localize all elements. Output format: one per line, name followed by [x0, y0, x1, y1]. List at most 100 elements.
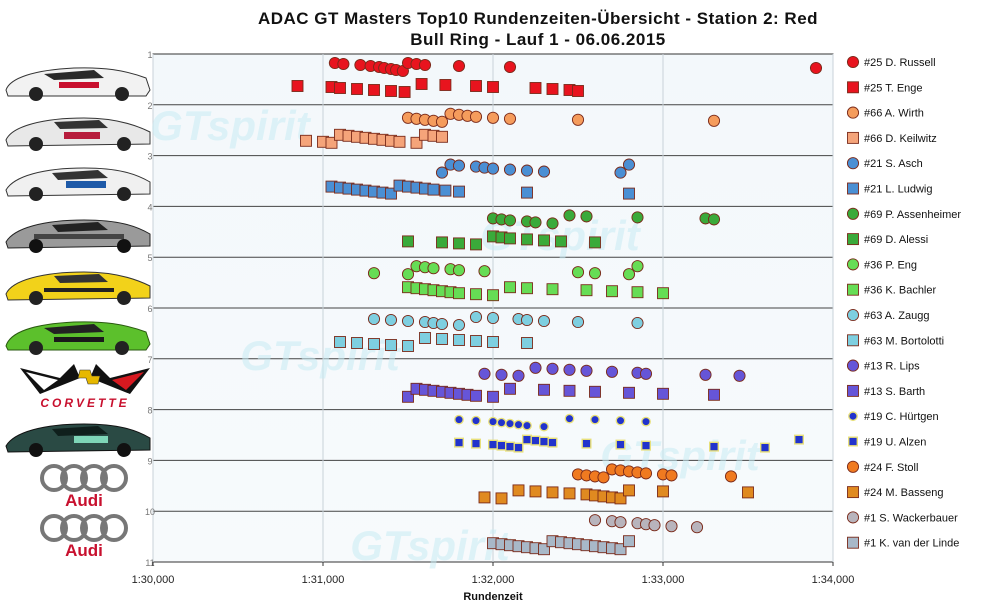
legend-entry: #69 D. Alessi — [864, 234, 928, 246]
data-point — [564, 413, 575, 424]
data-point — [471, 415, 481, 426]
data-point — [581, 438, 592, 449]
data-point — [385, 187, 397, 200]
data-point — [454, 437, 465, 448]
data-point — [537, 314, 551, 328]
data-point — [589, 236, 601, 249]
data-point — [452, 159, 466, 172]
data-point — [452, 264, 466, 277]
row-label: 5 — [147, 253, 152, 263]
legend-entry: #13 S. Barth — [864, 386, 925, 398]
data-point — [427, 183, 440, 196]
corvette-wordmark: CORVETTE — [40, 396, 129, 410]
data-point — [436, 236, 448, 249]
data-point — [529, 361, 542, 374]
data-point — [384, 313, 398, 327]
data-point — [742, 486, 754, 499]
data-point — [522, 420, 532, 431]
data-point — [546, 283, 559, 296]
data-point — [453, 185, 465, 198]
data-point — [454, 414, 464, 425]
series-4 — [435, 158, 636, 179]
legend-marker — [846, 308, 860, 322]
legend-entry: #1 S. Wackerbauer — [864, 512, 958, 524]
series-8 — [367, 260, 644, 281]
legend-marker — [847, 81, 859, 94]
legend-entry: #13 R. Lips — [864, 361, 920, 373]
legend-entry: #63 A. Zaugg — [864, 310, 929, 322]
series-19 — [487, 535, 635, 556]
data-point — [513, 419, 524, 430]
series-1 — [291, 78, 584, 98]
audi-wordmark: Audi — [65, 541, 103, 560]
data-point — [487, 81, 499, 93]
data-point — [452, 318, 466, 332]
data-point — [623, 535, 635, 548]
data-point — [605, 365, 619, 378]
data-point — [505, 441, 516, 452]
data-point — [496, 417, 507, 428]
x-axis-label: Rundenzeit — [463, 591, 523, 603]
data-point — [470, 80, 482, 92]
series-6 — [486, 209, 721, 230]
data-point — [334, 82, 346, 94]
data-point — [597, 471, 610, 484]
data-point — [614, 543, 627, 556]
data-point — [539, 421, 549, 432]
car-icon — [5, 117, 151, 151]
data-point — [436, 130, 448, 143]
data-point — [641, 440, 652, 451]
legend-entry: #66 D. Keilwitz — [864, 133, 937, 145]
data-point — [402, 340, 414, 352]
data-point — [521, 186, 533, 199]
legend-marker — [847, 182, 859, 195]
legend-entry: #21 S. Asch — [864, 158, 923, 170]
legend-entry: #63 M. Bortolotti — [864, 335, 944, 347]
data-point — [614, 516, 627, 529]
data-point — [641, 416, 651, 427]
legend-marker — [847, 233, 859, 246]
data-point — [622, 158, 636, 171]
data-point — [631, 316, 644, 330]
row-label: 4 — [147, 202, 152, 212]
legend-marker — [846, 157, 860, 170]
data-point — [402, 390, 414, 403]
grid — [152, 54, 834, 562]
data-point — [546, 486, 559, 499]
legend-entry: #24 F. Stoll — [864, 462, 918, 474]
data-point — [505, 418, 515, 429]
data-point — [563, 384, 576, 397]
legend-marker — [846, 460, 860, 473]
data-point — [555, 235, 567, 248]
data-point — [520, 313, 534, 327]
data-point — [547, 437, 558, 448]
series-15 — [454, 434, 805, 453]
legend-entry: #21 L. Ludwig — [864, 184, 933, 196]
row-label: 6 — [147, 304, 152, 314]
data-point — [546, 83, 559, 95]
legend-marker — [846, 511, 860, 524]
legend-marker — [847, 283, 859, 296]
data-point — [495, 492, 508, 505]
legend-entry: #66 A. Wirth — [864, 108, 924, 120]
data-point — [809, 61, 823, 75]
data-point — [614, 166, 627, 179]
data-point — [469, 310, 483, 324]
data-point — [487, 336, 499, 348]
watermark: GTspirit — [150, 102, 311, 149]
data-point — [665, 520, 678, 533]
series-12 — [478, 361, 746, 382]
data-point — [367, 312, 381, 326]
legend-marker — [846, 207, 860, 220]
data-point — [546, 217, 559, 230]
series-5 — [325, 179, 635, 200]
data-point — [486, 311, 500, 325]
data-point — [435, 317, 449, 331]
data-point — [794, 434, 805, 445]
data-point — [478, 491, 491, 504]
legend-entry: #36 K. Bachler — [864, 285, 936, 297]
series-7 — [402, 230, 601, 251]
legend-marker — [847, 384, 859, 397]
data-point — [487, 390, 499, 403]
